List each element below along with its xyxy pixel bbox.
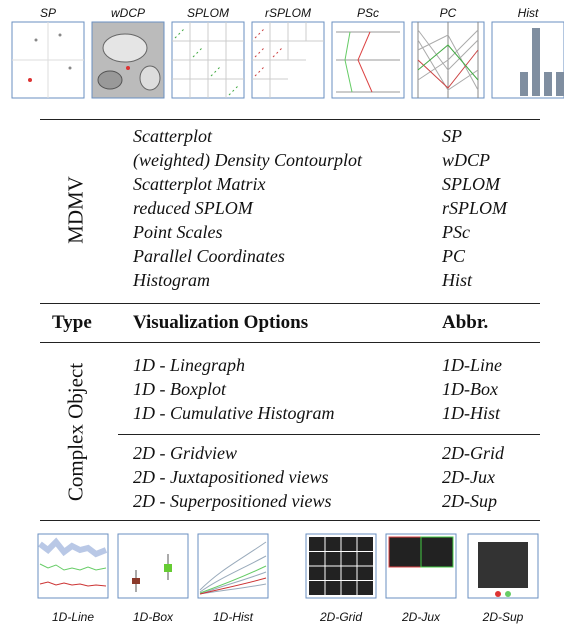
- thumb-label: PSc: [330, 6, 406, 20]
- option-name: (weighted) Density Contourplot: [133, 150, 362, 171]
- pc-thumb: [412, 22, 484, 98]
- page: SP wDCP SPLOM rSPLOM PSc PC Hist Type Vi…: [0, 0, 564, 629]
- rule: [40, 342, 540, 343]
- option-abbr: 2D-Jux: [442, 467, 495, 488]
- rsplom-thumb: [252, 22, 324, 98]
- header-abbr: Abbr.: [442, 312, 488, 334]
- option-name: 2D - Superpositioned views: [133, 491, 331, 512]
- splom-thumb: [172, 22, 244, 98]
- option-name: 1D - Linegraph: [133, 355, 245, 376]
- thumb-label: Hist: [490, 6, 564, 20]
- option-abbr: Hist: [442, 270, 472, 291]
- header-options: Visualization Options: [133, 312, 308, 334]
- option-abbr: SPLOM: [442, 174, 500, 195]
- option-abbr: wDCP: [442, 150, 490, 171]
- grid-thumb: [306, 534, 376, 598]
- option-name: 2D - Gridview: [133, 443, 237, 464]
- option-name: Parallel Coordinates: [133, 246, 285, 267]
- thumb-label: 2D-Sup: [465, 610, 541, 624]
- option-name: Scatterplot Matrix: [133, 174, 265, 195]
- sup-thumb: [468, 534, 538, 598]
- option-abbr: PC: [442, 246, 465, 267]
- thumb-label: 2D-Jux: [383, 610, 459, 624]
- option-name: Point Scales: [133, 222, 222, 243]
- box-thumb: [118, 534, 188, 598]
- thumb-label: 1D-Box: [115, 610, 191, 624]
- option-abbr: PSc: [442, 222, 470, 243]
- rule: [40, 520, 540, 521]
- option-name: Scatterplot: [133, 126, 212, 147]
- option-abbr: rSPLOM: [442, 198, 507, 219]
- psc-thumb: [332, 22, 404, 98]
- option-name: 1D - Boxplot: [133, 379, 226, 400]
- hist-thumb: [492, 22, 564, 98]
- bottom-thumbnails: [0, 530, 564, 606]
- rule: [40, 303, 540, 304]
- group-type: MDMV: [64, 176, 89, 244]
- group-type: Complex Object: [64, 363, 89, 501]
- sp-thumb: [12, 22, 84, 98]
- option-abbr: 1D-Hist: [442, 403, 500, 424]
- option-abbr: 1D-Box: [442, 379, 498, 400]
- thumb-label: PC: [410, 6, 486, 20]
- header-type: Type: [52, 312, 92, 334]
- hist-cum-thumb: [198, 534, 268, 598]
- option-abbr: 1D-Line: [442, 355, 502, 376]
- wdcp-thumb: [92, 22, 164, 98]
- option-name: Histogram: [133, 270, 210, 291]
- rule: [40, 119, 540, 120]
- option-abbr: SP: [442, 126, 462, 147]
- thumb-label: wDCP: [90, 6, 166, 20]
- thumb-label: rSPLOM: [250, 6, 326, 20]
- thumb-label: 1D-Line: [35, 610, 111, 624]
- thumb-label: 2D-Grid: [303, 610, 379, 624]
- option-abbr: 2D-Sup: [442, 491, 497, 512]
- thumb-label: SP: [10, 6, 86, 20]
- thumb-label: SPLOM: [170, 6, 246, 20]
- thumb-label: 1D-Hist: [195, 610, 271, 624]
- option-abbr: 2D-Grid: [442, 443, 504, 464]
- option-name: 2D - Juxtapositioned views: [133, 467, 328, 488]
- jux-thumb: [386, 534, 456, 598]
- rule: [118, 434, 540, 435]
- option-name: 1D - Cumulative Histogram: [133, 403, 335, 424]
- line-thumb: [38, 534, 108, 598]
- option-name: reduced SPLOM: [133, 198, 253, 219]
